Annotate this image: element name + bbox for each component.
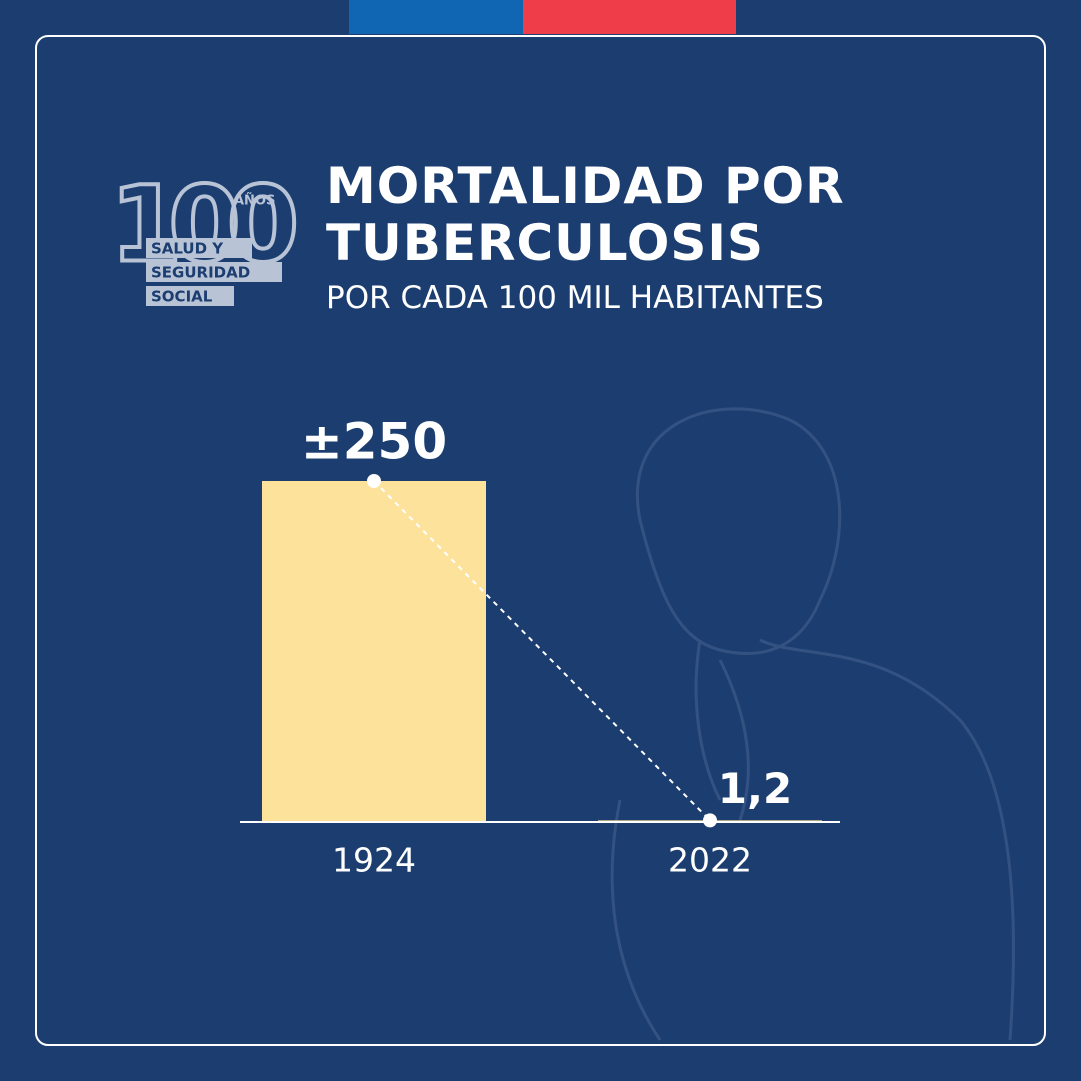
logo: 100 AÑOS SALUD Y SEGURIDAD SOCIAL [108,161,311,306]
illustration [610,407,1015,1041]
logo-unit: AÑOS [234,193,275,209]
trend-dot [367,474,381,488]
x-tick-label: 2022 [668,841,752,880]
chart-title: MORTALIDAD POR TUBERCULOSIS [326,157,845,272]
logo-line: SALUD Y [151,240,224,258]
chart-subtitle: POR CADA 100 MIL HABITANTES [326,280,824,316]
flag-blue [349,0,523,34]
value-label: 1,2 [718,764,792,813]
logo-line: SEGURIDAD [151,264,250,282]
trend-dot [703,813,717,828]
flag-red [523,0,736,34]
x-tick-label: 1924 [332,841,416,880]
bar [262,481,486,822]
value-label: ±250 [301,413,447,471]
logo-line: SOCIAL [151,288,213,306]
frame [35,35,1046,1046]
